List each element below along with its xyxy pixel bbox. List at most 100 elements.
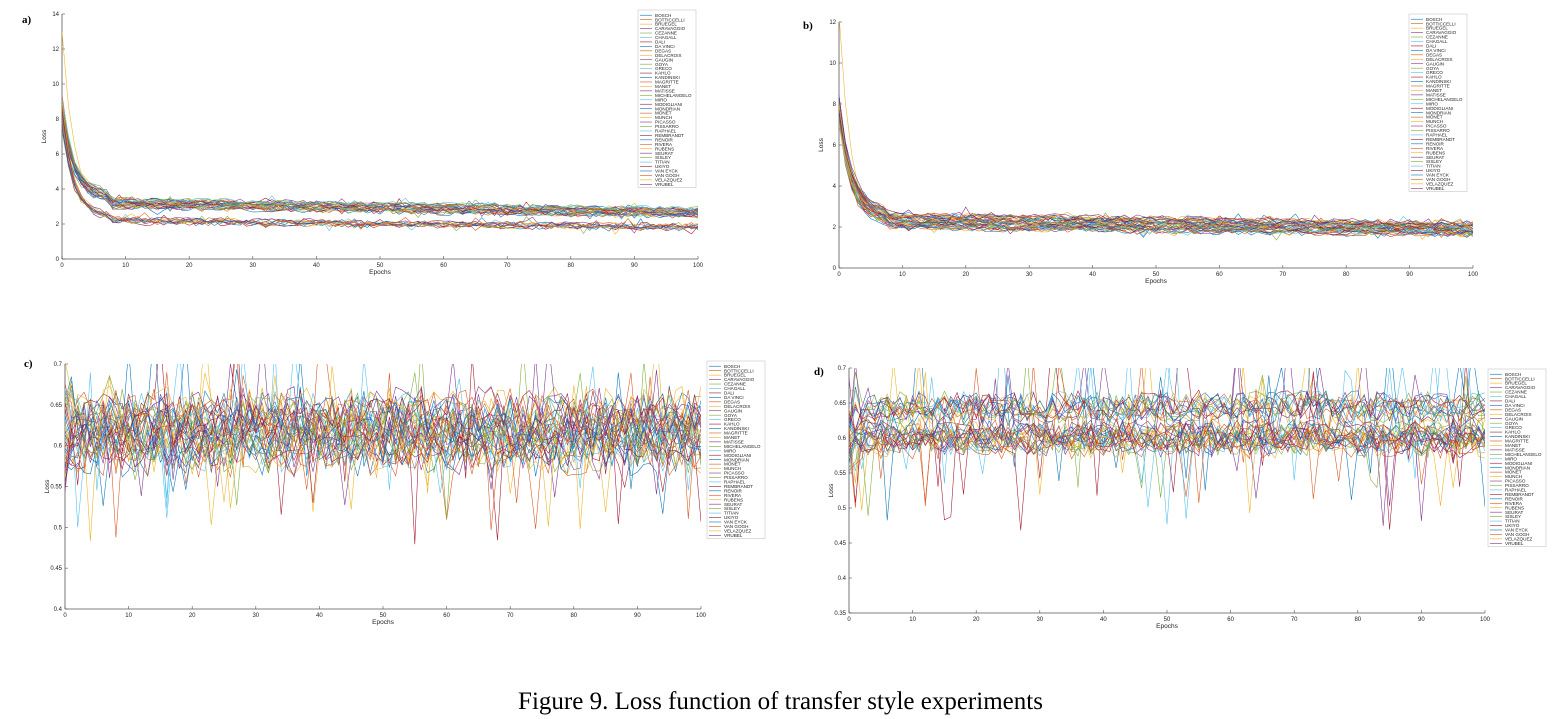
- x-tick-label: 70: [1291, 617, 1298, 623]
- x-tick-label: 90: [631, 263, 638, 269]
- series-line-pissarro: [849, 390, 1485, 489]
- legend-entry: BOTTICCELLI: [1505, 376, 1535, 381]
- series-line-sisley: [839, 97, 1473, 232]
- legend-entry: SEURAT: [1426, 155, 1444, 160]
- legend-entry: MONET: [1426, 115, 1443, 120]
- legend-entry: KANDINSKI: [655, 75, 680, 80]
- y-tick-label: 0.65: [834, 401, 846, 407]
- legend-entry: MICHELANGELO: [724, 444, 761, 449]
- legend-entry: MICHELANGELO: [1505, 452, 1542, 457]
- y-tick-label: 0.5: [54, 525, 63, 531]
- legend-entry: REMBRANDT: [1426, 137, 1455, 142]
- legend-entry: MATISSE: [724, 439, 744, 444]
- legend-entry: MUNCH: [724, 466, 741, 471]
- legend-entry: MICHELANGELO: [1426, 97, 1463, 102]
- x-tick-label: 30: [249, 263, 256, 269]
- legend-entry: MAGRITTE: [724, 431, 748, 436]
- legend-entry: SEURAT: [655, 151, 673, 156]
- legend-entry: REMBRANDT: [724, 484, 753, 489]
- legend-entry: RENOIR: [1426, 141, 1445, 146]
- x-axis-label: Epochs: [369, 269, 391, 276]
- legend-entry: MANET: [724, 435, 740, 440]
- y-tick-label: 0.4: [838, 576, 847, 582]
- x-tick-label: 100: [1468, 272, 1479, 278]
- x-axis-label: Epochs: [1156, 623, 1178, 630]
- series-line-bruegel: [65, 364, 701, 526]
- x-tick-label: 70: [1279, 272, 1286, 278]
- legend-entry: REMBRANDT: [655, 133, 684, 138]
- legend-entry: UKIYO: [1505, 523, 1520, 528]
- legend-entry: RUBENS: [1505, 505, 1524, 510]
- legend-entry: TITIAN: [1505, 519, 1520, 524]
- legend-entry: RUBENS: [655, 146, 674, 151]
- series-line-cezanne: [849, 375, 1485, 488]
- legend-entry: DEGAS: [1505, 407, 1521, 412]
- series-line-kandinski: [65, 364, 701, 492]
- legend: BOSCHBOTTICCELLIBRUEGELCARAVAGGIOCEZANNE…: [637, 9, 697, 188]
- x-tick-label: 80: [1354, 617, 1361, 623]
- legend-box: [637, 9, 697, 188]
- legend-entry: KANDINSKI: [1505, 434, 1530, 439]
- x-tick-label: 0: [847, 617, 851, 623]
- series-line-delacroix: [62, 99, 698, 219]
- legend-entry: VELAZQUEZ: [655, 177, 683, 182]
- x-tick-label: 30: [1036, 617, 1043, 623]
- legend-entry: UKIYO: [1426, 168, 1441, 173]
- legend-entry: TITIAN: [724, 511, 739, 516]
- legend-entry: BOTTICCELLI: [655, 17, 685, 22]
- legend-entry: BOSCH: [1505, 372, 1521, 377]
- series-line-modigliani: [65, 405, 701, 525]
- y-tick-label: 12: [829, 20, 836, 26]
- legend-entry: CARAVAGGIO: [1505, 385, 1536, 390]
- legend-entry: MANET: [1426, 88, 1442, 93]
- legend-entry: VAN EYCK: [1505, 528, 1529, 533]
- y-tick-label: 0.7: [54, 362, 63, 368]
- series-line-greco: [849, 368, 1485, 481]
- x-tick-label: 60: [440, 263, 447, 269]
- legend-entry: CEZANNE: [724, 382, 746, 387]
- legend-entry: MANET: [655, 84, 671, 89]
- legend-entry: DELACROIX: [1426, 57, 1453, 62]
- legend-entry: GRECO: [724, 417, 741, 422]
- y-axis-label: Loss: [828, 483, 835, 497]
- legend-entry: BOSCH: [1426, 17, 1442, 22]
- legend-entry: RAPHAEL: [724, 480, 746, 485]
- legend-entry: RAPHAEL: [655, 129, 677, 134]
- legend-entry: VELAZQUEZ: [1426, 181, 1454, 186]
- y-tick-label: 10: [52, 82, 59, 88]
- x-tick-label: 20: [973, 617, 980, 623]
- x-tick-label: 50: [377, 263, 384, 269]
- y-axis-label: Loss: [818, 137, 825, 151]
- legend-entry: RUBENS: [724, 497, 743, 502]
- x-tick-label: 20: [962, 272, 969, 278]
- legend-entry: MAGRITTE: [1426, 84, 1450, 89]
- y-tick-label: 8: [833, 102, 837, 108]
- legend-entry: VAN GOGH: [655, 173, 679, 178]
- legend-entry: DELACROIX: [724, 404, 751, 409]
- legend-entry: SISLEY: [655, 155, 671, 160]
- legend-entry: MATISSE: [1426, 92, 1446, 97]
- legend-entry: RENOIR: [724, 488, 743, 493]
- legend-entry: PISSARRO: [724, 475, 748, 480]
- series-line-rivera: [849, 368, 1485, 485]
- legend-entry: MICHELANGELO: [655, 93, 692, 98]
- series-line-ukiyo: [839, 108, 1473, 227]
- series-group: [849, 368, 1485, 531]
- series-line-van-gogh: [62, 116, 698, 229]
- series-line-velazquez: [849, 368, 1485, 514]
- x-tick-label: 10: [899, 272, 906, 278]
- legend-entry: UKIYO: [724, 515, 739, 520]
- x-tick-label: 60: [443, 613, 450, 619]
- legend-entry: BOTTICCELLI: [1426, 21, 1456, 26]
- x-tick-label: 90: [634, 613, 641, 619]
- series-line-botticcelli: [849, 376, 1485, 479]
- legend-entry: PISSARRO: [655, 124, 679, 129]
- x-axis-label: Epochs: [372, 619, 394, 626]
- legend-entry: MONDRIAN: [724, 457, 749, 462]
- x-tick-label: 0: [63, 613, 67, 619]
- x-tick-label: 0: [837, 272, 841, 278]
- legend-entry: DA VINCI: [1426, 48, 1446, 53]
- legend-entry: TITIAN: [655, 160, 670, 165]
- series-line-seurat: [65, 364, 701, 493]
- legend-entry: BOSCH: [724, 364, 740, 369]
